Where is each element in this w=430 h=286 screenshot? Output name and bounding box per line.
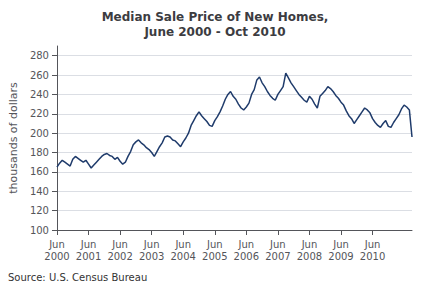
svg-text:thousands of dollars: thousands of dollars (7, 82, 20, 194)
svg-text:2007: 2007 (265, 251, 290, 262)
svg-text:240: 240 (30, 89, 49, 100)
svg-text:Jun: Jun (269, 239, 286, 250)
svg-text:220: 220 (30, 108, 49, 119)
svg-text:June 2000 - Oct 2010: June 2000 - Oct 2010 (143, 25, 285, 39)
svg-text:2003: 2003 (139, 251, 164, 262)
svg-text:Jun: Jun (48, 239, 65, 250)
svg-text:180: 180 (30, 147, 49, 158)
svg-text:2009: 2009 (328, 251, 353, 262)
svg-text:Jun: Jun (301, 239, 318, 250)
svg-text:Jun: Jun (206, 239, 223, 250)
svg-text:Jun: Jun (143, 239, 160, 250)
svg-text:Jun: Jun (80, 239, 97, 250)
svg-text:140: 140 (30, 186, 49, 197)
svg-text:160: 160 (30, 166, 49, 177)
svg-text:2010: 2010 (360, 251, 385, 262)
svg-text:Jun: Jun (364, 239, 381, 250)
svg-text:2008: 2008 (297, 251, 322, 262)
svg-text:Median Sale Price of New Homes: Median Sale Price of New Homes, (102, 10, 329, 24)
svg-text:2001: 2001 (76, 251, 101, 262)
svg-text:Source: U.S. Census Bureau: Source: U.S. Census Bureau (8, 272, 147, 283)
svg-text:200: 200 (30, 128, 49, 139)
svg-text:280: 280 (30, 50, 49, 61)
svg-text:2005: 2005 (202, 251, 227, 262)
svg-text:2006: 2006 (234, 251, 259, 262)
svg-text:2002: 2002 (107, 251, 132, 262)
svg-text:2000: 2000 (44, 251, 69, 262)
svg-text:Jun: Jun (238, 239, 255, 250)
svg-text:120: 120 (30, 205, 49, 216)
svg-text:260: 260 (30, 70, 49, 81)
svg-text:Jun: Jun (332, 239, 349, 250)
svg-text:Jun: Jun (174, 239, 191, 250)
svg-text:Jun: Jun (111, 239, 128, 250)
svg-text:100: 100 (30, 225, 49, 236)
svg-text:2004: 2004 (170, 251, 195, 262)
